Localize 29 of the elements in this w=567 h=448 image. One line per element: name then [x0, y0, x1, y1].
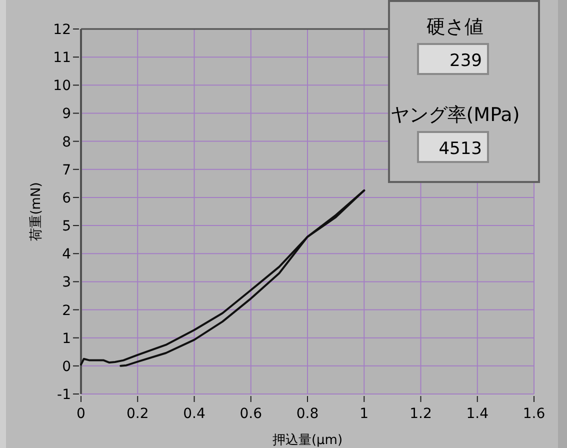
y-tick-label: 3: [62, 274, 71, 291]
x-tick-label: 0.4: [183, 406, 206, 422]
annotation: 4513: [438, 139, 482, 159]
x-axis-title: 押込量(μm): [272, 433, 343, 448]
y-axis-title: 荷重(mN): [29, 182, 44, 241]
x-tick-label: 1: [360, 406, 369, 422]
y-tick-label: 1: [62, 330, 71, 347]
y-tick-label: 12: [53, 22, 71, 38]
y-tick-label: 7: [62, 162, 71, 178]
annotation: ヤング率(MPa): [390, 104, 520, 126]
y-tick-label: -1: [57, 387, 71, 403]
y-tick-label: 8: [62, 134, 71, 150]
x-tick-label: 0.6: [240, 406, 262, 422]
x-tick-label: 0.2: [126, 406, 149, 422]
annotation: 239: [450, 51, 482, 71]
y-tick-label: 11: [53, 50, 71, 66]
y-tick-label: 2: [62, 302, 71, 319]
x-tick-label: 1.6: [522, 406, 546, 422]
annotation: 硬さ値: [426, 16, 484, 38]
y-tick-label: 9: [62, 106, 71, 122]
x-tick-label: 1.2: [410, 406, 432, 422]
y-tick-label: 5: [62, 218, 71, 235]
y-tick-label: 10: [53, 78, 71, 94]
x-tick-label: 0: [76, 406, 86, 422]
y-tick-label: 6: [62, 190, 72, 206]
y-tick-label: 0: [62, 358, 71, 375]
x-tick-label: 1.4: [466, 406, 489, 422]
x-tick-label: 0.8: [296, 406, 319, 422]
y-tick-label: 4: [62, 246, 72, 263]
